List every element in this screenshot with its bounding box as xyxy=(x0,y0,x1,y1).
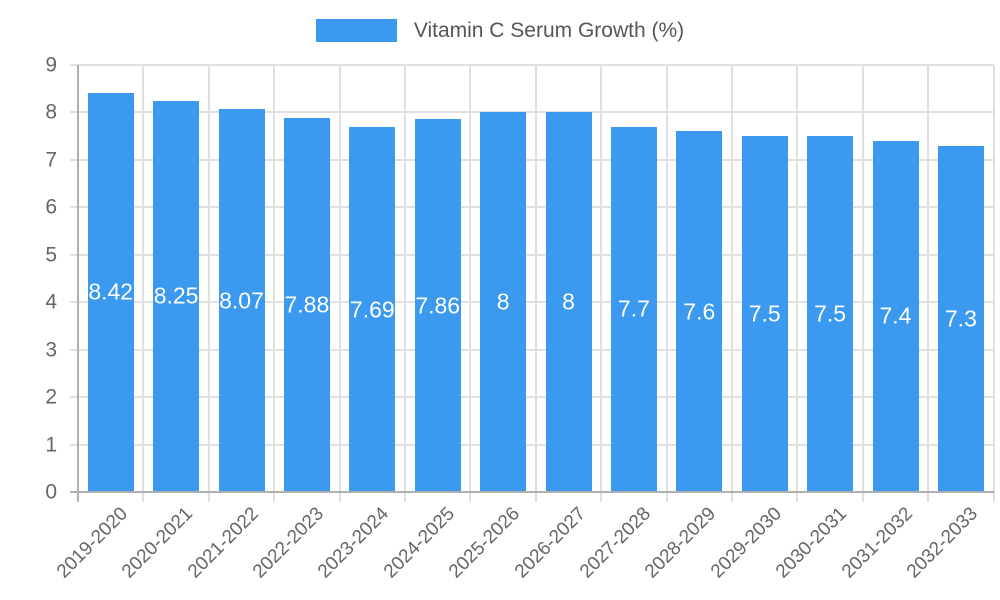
x-axis-tick-label: 2028-2029 xyxy=(641,503,721,583)
legend-swatch-icon xyxy=(315,19,397,42)
y-axis-tick xyxy=(70,253,78,256)
y-axis-tick xyxy=(70,111,78,114)
vertical-gridline xyxy=(404,65,406,502)
legend-label: Vitamin C Serum Growth (%) xyxy=(413,19,685,42)
y-axis-tick xyxy=(70,158,78,161)
vertical-gridline xyxy=(927,65,930,502)
y-axis-tick-label: 9 xyxy=(45,53,57,77)
vertical-gridline xyxy=(273,65,276,502)
bar-2023-2024[interactable] xyxy=(349,127,396,492)
y-axis-tick-label: 7 xyxy=(45,148,57,172)
y-axis-tick xyxy=(70,301,78,304)
x-axis-tick-label: 2021-2022 xyxy=(183,503,263,583)
bar-2028-2029[interactable] xyxy=(676,131,723,492)
vertical-gridline xyxy=(796,65,799,502)
y-axis-tick-label: 1 xyxy=(45,433,57,457)
bar-2020-2021[interactable] xyxy=(153,100,200,492)
chart-legend: Vitamin C Serum Growth (%) xyxy=(0,19,1000,42)
y-axis-tick-label: 2 xyxy=(45,385,57,409)
x-axis xyxy=(70,491,994,493)
legend-item-vitamin-c-serum-growth[interactable]: Vitamin C Serum Growth (%) xyxy=(315,19,685,42)
vertical-gridline xyxy=(861,65,864,502)
vertical-gridline xyxy=(207,65,210,502)
y-axis-tick-label: 5 xyxy=(45,243,57,267)
y-axis-tick xyxy=(70,348,78,351)
vertical-gridline xyxy=(469,65,472,502)
vertical-gridline xyxy=(142,65,145,502)
y-axis-tick-label: 4 xyxy=(45,290,57,314)
bar-2030-2031[interactable] xyxy=(807,136,854,492)
bar-2021-2022[interactable] xyxy=(218,109,265,492)
y-axis-tick-label: 0 xyxy=(45,480,57,504)
y-axis-tick xyxy=(70,443,78,446)
y-axis-tick xyxy=(70,396,78,399)
bar-2029-2030[interactable] xyxy=(741,136,788,492)
bar-2032-2033[interactable] xyxy=(937,145,984,492)
vertical-gridline xyxy=(992,65,995,502)
y-axis-tick-label: 8 xyxy=(45,100,57,124)
bar-2031-2032[interactable] xyxy=(872,140,919,492)
x-axis-tick-label: 2031-2032 xyxy=(837,503,917,583)
x-axis-tick-label: 2023-2024 xyxy=(314,503,394,583)
vertical-gridline xyxy=(600,65,603,502)
y-axis-tick-label: 3 xyxy=(45,338,57,362)
bar-2025-2026[interactable] xyxy=(480,112,527,492)
y-axis-tick-label: 6 xyxy=(45,195,57,219)
y-axis xyxy=(77,65,79,502)
bar-2024-2025[interactable] xyxy=(414,119,461,492)
bar-2019-2020[interactable] xyxy=(87,92,134,492)
x-axis-tick-label: 2026-2027 xyxy=(510,503,590,583)
bar-2027-2028[interactable] xyxy=(610,126,657,492)
vertical-gridline xyxy=(665,65,668,502)
vertical-gridline xyxy=(731,65,733,502)
bar-2022-2023[interactable] xyxy=(283,118,330,492)
vertical-gridline xyxy=(534,65,537,502)
y-axis-tick xyxy=(70,64,78,66)
y-axis-tick xyxy=(70,206,78,209)
vertical-gridline xyxy=(338,65,341,502)
bar-2026-2027[interactable] xyxy=(545,112,592,492)
